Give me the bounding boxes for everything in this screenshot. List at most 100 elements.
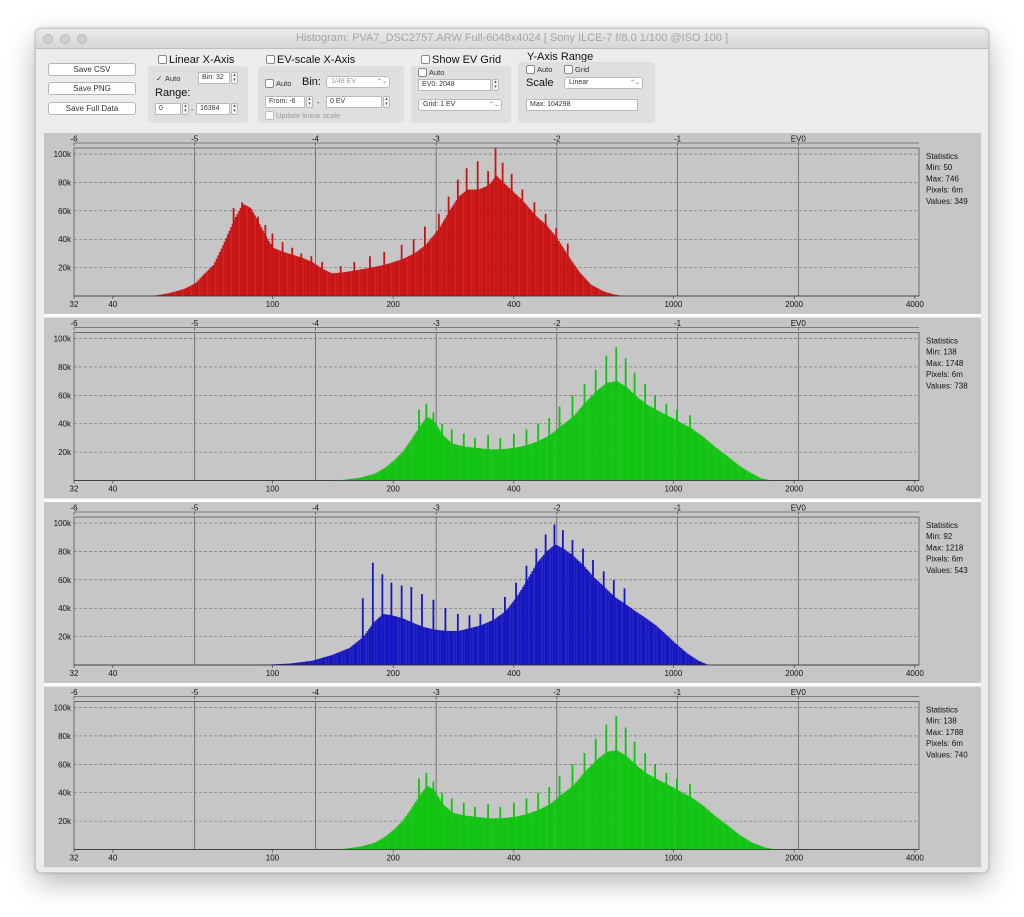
histogram-bin <box>425 244 427 296</box>
histogram-spike <box>623 588 626 665</box>
histogram-bin <box>384 836 387 850</box>
value-tick-label: 100 <box>266 854 280 863</box>
histogram-bin <box>526 205 528 296</box>
zoom-window-icon[interactable] <box>77 34 87 44</box>
histogram-bin <box>603 384 606 481</box>
linear-range-from-field[interactable]: 0 <box>155 103 181 115</box>
histogram-bin <box>438 630 441 665</box>
show-ev-grid-checkbox[interactable] <box>421 55 430 64</box>
histogram-bin <box>424 419 427 481</box>
histogram-bin <box>562 793 564 850</box>
save-csv-button[interactable]: Save CSV <box>48 63 136 76</box>
grid-select[interactable]: Grid: 1 EV ⌃⌄ <box>418 99 502 111</box>
ev-from-field[interactable]: From: -6 <box>265 96 305 108</box>
ev0-stepper[interactable]: ▴ ▾ <box>492 79 499 91</box>
histogram-bin <box>579 777 582 850</box>
linear-auto-checkmark-icon[interactable]: ✓ <box>156 74 163 83</box>
histogram-bin <box>347 479 350 481</box>
histogram-bin <box>577 270 579 296</box>
histogram-bin <box>458 445 460 481</box>
ev-auto-checkbox[interactable] <box>265 79 274 88</box>
histogram-bin <box>589 766 591 850</box>
histogram-bin <box>617 599 620 665</box>
histogram-bin <box>549 803 551 850</box>
histogram-bin <box>440 630 442 665</box>
close-window-icon[interactable] <box>43 34 53 44</box>
histogram-bin <box>236 213 239 296</box>
y-axis-range-panel: Auto Grid Scale Linear ⌃⌄ Max: 104298 <box>518 62 655 123</box>
y-auto-checkbox[interactable] <box>526 65 535 74</box>
histogram-bin <box>669 416 671 481</box>
histogram-bin <box>661 781 663 850</box>
linear-range-from-stepper[interactable]: ▴ ▾ <box>182 103 189 115</box>
histogram-bin <box>645 772 647 850</box>
histogram-bin <box>690 428 692 481</box>
ev-scale-x-axis-checkbox[interactable] <box>266 55 275 64</box>
histogram-bin <box>378 265 381 296</box>
save-full-data-button[interactable]: Save Full Data <box>48 102 136 115</box>
ev-grid-auto-checkbox[interactable] <box>418 68 427 77</box>
ev-tick-label: -5 <box>191 504 199 513</box>
linear-bin-field[interactable]: Bin: 32 <box>198 72 230 84</box>
histogram-bin <box>391 262 394 296</box>
histogram-bin <box>448 809 451 850</box>
window-title: Histogram: PVA7_DSC2757.ARW Full-6048x40… <box>295 32 729 44</box>
histogram-bin <box>433 234 435 296</box>
update-linear-scale-checkbox[interactable] <box>265 111 274 120</box>
histogram-bin <box>501 449 503 481</box>
statistics-value: Values: 543 <box>926 566 968 575</box>
y-grid-checkbox[interactable] <box>564 65 573 74</box>
ev-bin-select[interactable]: 1/48 EV ⌃⌄ <box>326 76 390 88</box>
histogram-bin <box>614 597 617 665</box>
histogram-bin <box>322 269 325 296</box>
histogram-bin <box>535 216 538 296</box>
ev-tick-label: -4 <box>312 688 320 697</box>
histogram-bin <box>357 641 359 665</box>
histogram-bin <box>578 778 580 850</box>
ev-tick-label: -2 <box>553 135 561 144</box>
histogram-bin <box>508 188 511 296</box>
histogram-spike <box>487 171 489 296</box>
histogram-bin <box>523 814 526 850</box>
histogram-bin <box>416 430 419 481</box>
histogram-bin <box>384 614 386 665</box>
histogram-bin <box>635 765 638 850</box>
histogram-bin <box>449 209 451 296</box>
histogram-bin <box>467 628 470 665</box>
linear-bin-stepper[interactable]: ▴ ▾ <box>231 72 238 84</box>
histogram-bin <box>589 572 591 665</box>
ev-from-stepper[interactable]: ▴ ▾ <box>306 96 313 108</box>
y-scale-select[interactable]: Linear ⌃⌄ <box>564 77 643 89</box>
histogram-bin <box>653 777 655 850</box>
ev-range-dash: - <box>317 98 320 107</box>
histogram-bin <box>275 664 278 665</box>
histogram-bin <box>294 662 297 665</box>
histogram-bin <box>640 614 642 665</box>
histogram-bin <box>581 406 583 481</box>
histogram-bin <box>661 630 663 665</box>
save-png-button[interactable]: Save PNG <box>48 82 136 95</box>
histogram-bin <box>542 221 544 296</box>
histogram-spike <box>605 355 608 481</box>
ev0-field[interactable]: EV0: 2048 <box>418 79 491 91</box>
linear-range-to-field[interactable]: 16384 <box>196 103 230 115</box>
value-tick-label: 400 <box>507 485 521 494</box>
histogram-bin <box>557 428 559 481</box>
linear-x-axis-checkbox[interactable] <box>158 55 167 64</box>
ev-to-field[interactable]: 0 EV <box>326 96 382 108</box>
histogram-bin <box>422 626 425 665</box>
minimize-window-icon[interactable] <box>60 34 70 44</box>
histogram-bin <box>451 630 454 665</box>
linear-range-to-stepper[interactable]: ▴ ▾ <box>231 103 238 115</box>
ev-to-stepper[interactable]: ▴ ▾ <box>383 96 390 108</box>
histogram-bin <box>175 291 178 296</box>
histogram-bin <box>518 196 520 296</box>
histogram-bin <box>170 292 173 296</box>
histogram-bin <box>406 620 409 665</box>
histogram-bin <box>576 780 579 850</box>
histogram-bin <box>413 435 415 481</box>
histogram-bin <box>329 655 332 665</box>
y-max-field[interactable]: Max: 104298 <box>526 99 638 111</box>
histogram-bin <box>387 614 390 665</box>
histogram-bin <box>510 817 513 850</box>
